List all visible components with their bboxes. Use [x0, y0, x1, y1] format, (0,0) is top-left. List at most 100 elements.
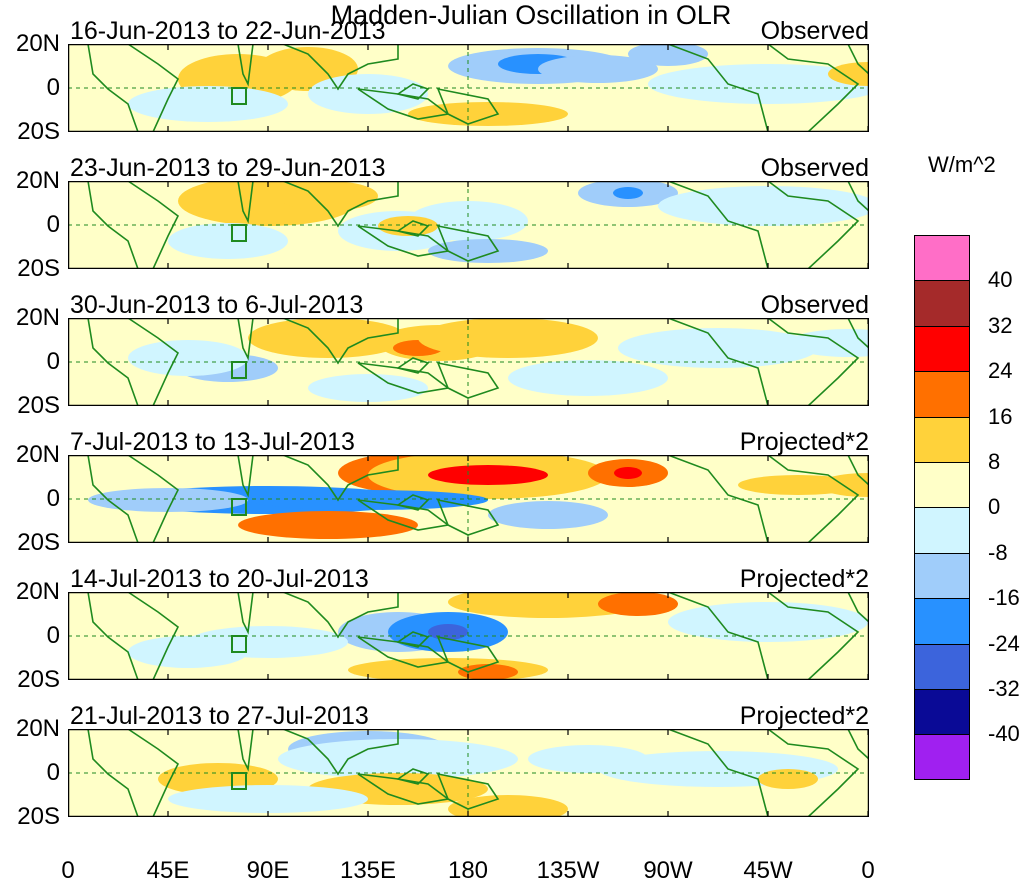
coastline — [396, 357, 430, 374]
olr-anomaly-region — [418, 318, 598, 358]
colorbar-label: 24 — [988, 358, 1013, 384]
coastline — [667, 318, 860, 406]
colorbar-swatch — [914, 416, 970, 462]
panel-date-range: 21-Jul-2013 to 27-Jul-2013 — [70, 702, 369, 730]
longitude-label: 90W — [643, 857, 693, 884]
chart-title: Madden-Julian Oscillation in OLR — [330, 0, 732, 30]
olr-map — [68, 318, 869, 406]
map-panel: 23-Jun-2013 to 29-Jun-2013 Observed 20N 0 20… — [0, 154, 1021, 281]
latitude-label: 20N — [15, 167, 60, 194]
coastline — [87, 181, 180, 269]
latitude-label: 20N — [15, 304, 60, 331]
olr-anomaly-region — [428, 239, 548, 263]
olr-anomaly-region — [648, 64, 869, 104]
colorbar-label: -8 — [988, 539, 1008, 565]
colorbar — [914, 235, 970, 780]
olr-anomaly-region — [538, 55, 658, 83]
latitude-label: 0 — [46, 74, 60, 101]
olr-anomaly-region — [428, 465, 548, 485]
panel-date-range: 16-Jun-2013 to 22-Jun-2013 — [70, 17, 386, 45]
colorbar-swatch — [914, 598, 970, 644]
coastline — [847, 592, 869, 624]
coastline — [87, 592, 180, 680]
coastline — [847, 729, 869, 761]
longitude-label: 180 — [447, 857, 489, 884]
longitude-label: 0 — [61, 857, 75, 884]
panel-date-range: 30-Jun-2013 to 6-Jul-2013 — [70, 291, 364, 319]
coastline — [282, 455, 399, 502]
olr-anomaly-region — [628, 44, 708, 66]
panel-date-range: 23-Jun-2013 to 29-Jun-2013 — [70, 154, 386, 182]
colorbar-label: -40 — [988, 721, 1020, 747]
coastline — [282, 729, 399, 776]
olr-anomaly-region — [828, 62, 869, 86]
olr-anomaly-region — [408, 102, 568, 126]
coastline — [667, 455, 860, 543]
colorbar-swatch — [914, 325, 970, 372]
latitude-label: 20S — [17, 118, 60, 145]
coastline — [87, 455, 180, 543]
olr-anomaly-region — [618, 328, 818, 368]
coastline — [436, 498, 500, 536]
colorbar-swatch — [914, 507, 970, 553]
coastline — [396, 768, 430, 785]
map-panel: 7-Jul-2013 to 13-Jul-2013 Projected*2 20N 0… — [0, 428, 1021, 555]
olr-map — [68, 181, 869, 269]
coastline — [847, 455, 869, 487]
latitude-label: 20S — [17, 666, 60, 693]
olr-anomaly-region — [508, 360, 668, 396]
coastline — [667, 592, 860, 680]
units-label: W/m^2 — [928, 152, 996, 177]
coastline — [282, 44, 399, 91]
latitude-label: 20N — [15, 30, 60, 57]
olr-anomaly-region — [668, 602, 868, 642]
coastline — [237, 592, 254, 635]
latitude-label: 20S — [17, 392, 60, 419]
colorbar-swatch — [914, 643, 970, 689]
latitude-label: 20S — [17, 255, 60, 282]
coastline — [436, 772, 500, 810]
olr-map — [68, 44, 869, 132]
coastline — [847, 318, 869, 350]
coastline — [667, 729, 860, 817]
latitude-label: 20N — [15, 578, 60, 605]
latitude-label: 0 — [46, 211, 60, 238]
coastline — [667, 181, 860, 269]
olr-anomaly-region — [128, 636, 248, 668]
coastline — [667, 44, 860, 132]
olr-anomaly-region — [614, 467, 642, 479]
panel-date-range: 7-Jul-2013 to 13-Jul-2013 — [70, 428, 355, 456]
colorbar-label: -24 — [988, 630, 1020, 656]
longitude-label: 135E — [339, 857, 397, 884]
panel-type-label: Projected*2 — [739, 702, 869, 730]
coastline — [436, 87, 500, 125]
map-panel: 30-Jun-2013 to 6-Jul-2013 Observed 20N 0 20S — [0, 291, 1021, 418]
coastline — [237, 181, 254, 224]
olr-anomaly-region — [758, 769, 818, 789]
coastline — [282, 592, 399, 639]
coastline — [282, 318, 399, 365]
coastline — [396, 220, 430, 237]
olr-anomaly-region — [128, 86, 288, 122]
coastline — [237, 318, 254, 361]
olr-anomaly-region — [238, 511, 418, 539]
panel-type-label: Observed — [760, 154, 869, 182]
panel-type-label: Projected*2 — [739, 428, 869, 456]
map-panel: 14-Jul-2013 to 20-Jul-2013 Projected*2 20N… — [0, 565, 1021, 692]
colorbar-swatch — [914, 280, 970, 326]
olr-anomaly-region — [488, 501, 608, 529]
olr-anomaly-region — [428, 624, 468, 640]
colorbar-label: 40 — [988, 267, 1013, 293]
panel-type-label: Projected*2 — [739, 565, 869, 593]
colorbar-swatch — [914, 552, 970, 599]
coastline — [436, 224, 500, 262]
colorbar-label: 0 — [988, 494, 1001, 520]
olr-anomaly-region — [248, 318, 408, 358]
coastline — [87, 318, 180, 406]
olr-anomaly-region — [168, 785, 368, 813]
longitude-label: 0 — [861, 857, 875, 884]
colorbar-swatch — [914, 734, 970, 780]
olr-anomaly-region — [128, 340, 248, 376]
coastline — [396, 631, 430, 648]
colorbar-swatch — [914, 461, 970, 508]
